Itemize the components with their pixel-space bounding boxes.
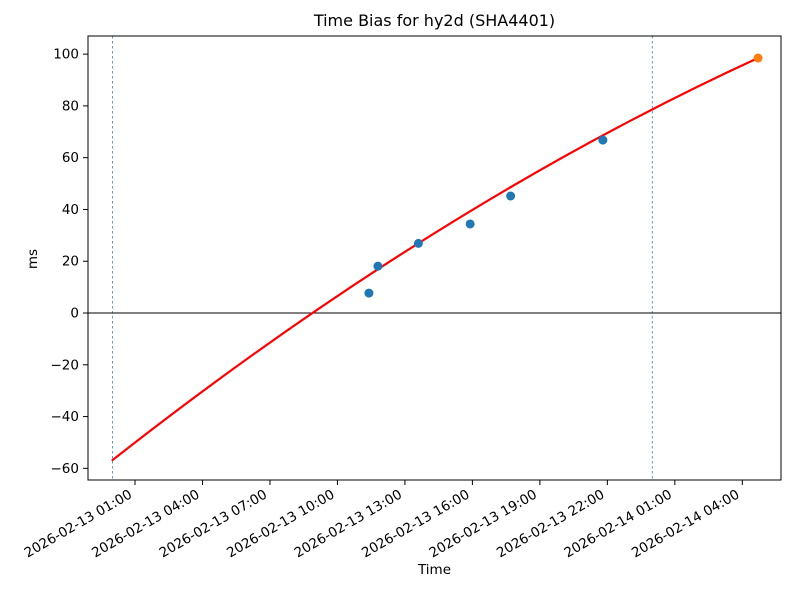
data-point	[506, 191, 516, 201]
y-tick-label: −40	[51, 409, 80, 425]
y-tick-label: 40	[62, 202, 79, 218]
x-axis-label: Time	[417, 562, 452, 578]
x-tick-label: 2026-02-13 01:00	[22, 487, 135, 562]
y-tick-label: 20	[62, 254, 79, 270]
y-tick-label: −60	[51, 461, 80, 477]
data-point	[598, 135, 608, 145]
data-point	[465, 219, 475, 229]
plot-border	[87, 35, 782, 481]
y-tick-label: 60	[62, 150, 79, 166]
data-point	[364, 288, 374, 298]
y-tick-label: 0	[70, 306, 79, 322]
y-tick-label: 100	[53, 47, 79, 63]
y-axis-label: ms	[25, 248, 41, 270]
y-tick-label: −20	[51, 357, 80, 373]
latest-data-point	[753, 53, 763, 63]
fit-line	[111, 56, 760, 462]
chart-title: Time Bias for hy2d (SHA4401)	[313, 11, 556, 30]
data-point	[373, 261, 383, 271]
y-tick-label: 80	[62, 98, 79, 114]
data-point	[413, 238, 423, 248]
